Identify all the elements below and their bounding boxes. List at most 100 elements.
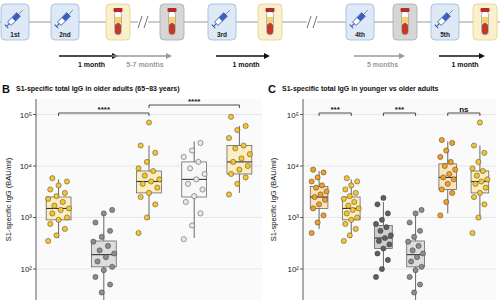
interval: 1 month (216, 53, 270, 68)
data-point (476, 215, 481, 220)
box (46, 197, 71, 220)
barrel (58, 13, 71, 26)
data-point (101, 268, 106, 273)
tick-label: 10³ (20, 213, 32, 222)
data-point (477, 190, 482, 195)
data-point (482, 150, 487, 155)
plunger-head (5, 25, 9, 29)
card (258, 4, 282, 40)
data-point (144, 215, 149, 220)
data-point (157, 177, 162, 182)
data-point (153, 202, 158, 207)
data-point (315, 175, 320, 180)
data-point (198, 211, 203, 216)
significance-label: **** (188, 97, 201, 106)
data-point (384, 225, 389, 230)
data-point (439, 187, 444, 192)
data-point (50, 211, 55, 216)
figure: 1st2nd3rd4th5th1 month5-7 months1 month5… (0, 0, 500, 300)
data-point (410, 248, 415, 253)
arrow-head (479, 53, 485, 59)
card (51, 4, 79, 40)
data-point (112, 251, 117, 256)
data-point (471, 143, 476, 148)
data-point (355, 215, 360, 220)
data-point (56, 183, 61, 188)
data-point (341, 196, 346, 201)
data-point (153, 150, 158, 155)
dose-label: 3rd (217, 31, 227, 38)
grid-line (303, 166, 496, 167)
arrow-head (166, 53, 172, 59)
data-point (46, 238, 51, 243)
data-point (444, 199, 449, 204)
data-point (341, 238, 346, 243)
data-point (420, 251, 425, 256)
data-point (352, 199, 357, 204)
grid-line (303, 217, 496, 218)
data-point (198, 140, 203, 145)
data-point (406, 239, 411, 244)
data-point (54, 233, 59, 238)
serum (402, 17, 408, 23)
data-point (202, 171, 207, 176)
data-point (482, 202, 487, 207)
y-axis (36, 99, 37, 300)
data-point (107, 228, 112, 233)
sample-card (473, 4, 497, 40)
cap (168, 8, 177, 12)
dose-card: 4th (346, 4, 374, 40)
data-point (103, 255, 108, 260)
significance: *** (383, 105, 415, 116)
data-point (316, 202, 321, 207)
data-point (477, 120, 482, 125)
box (471, 171, 489, 193)
interval-arrow (59, 55, 115, 56)
data-point (140, 181, 145, 186)
plunger-head (350, 25, 354, 29)
box-group (226, 114, 252, 197)
dose-label: 4th (355, 31, 365, 38)
interval-label: 5-7 months (126, 61, 163, 68)
data-point (142, 173, 147, 178)
whisker-low (319, 208, 320, 228)
data-point (343, 221, 348, 226)
interval-arrow (216, 55, 267, 56)
significance-label: ns (459, 105, 469, 114)
data-point (479, 179, 484, 184)
data-point (312, 194, 317, 199)
syringe (212, 8, 232, 28)
tick-mark (33, 268, 36, 269)
interval-label: 1 month (451, 61, 478, 68)
syringe (55, 8, 75, 28)
tick-mark (33, 166, 36, 167)
blood (482, 23, 488, 35)
panel-letter: C (268, 83, 276, 95)
interval-arrow (354, 55, 402, 56)
interval-label: 1 month (232, 61, 259, 68)
box-group (406, 207, 426, 300)
data-point (243, 123, 248, 128)
data-point (235, 127, 240, 132)
data-point (483, 185, 488, 190)
plunger-head (435, 25, 439, 29)
panel-letter: B (2, 83, 10, 95)
box-group (373, 195, 393, 279)
data-point (407, 220, 412, 225)
data-point (181, 237, 186, 242)
tick-label: 10⁵ (20, 111, 32, 120)
significance-label: *** (395, 105, 405, 114)
data-point (417, 282, 422, 287)
plunger (57, 24, 60, 27)
data-point (411, 234, 416, 239)
data-point (381, 195, 386, 200)
needle (226, 10, 230, 14)
data-point (356, 206, 361, 211)
interval-arrow (439, 55, 482, 56)
card (346, 4, 374, 40)
data-point (471, 194, 476, 199)
data-point (344, 176, 349, 181)
data-point (245, 163, 250, 168)
data-point (91, 239, 96, 244)
data-point (311, 206, 316, 211)
